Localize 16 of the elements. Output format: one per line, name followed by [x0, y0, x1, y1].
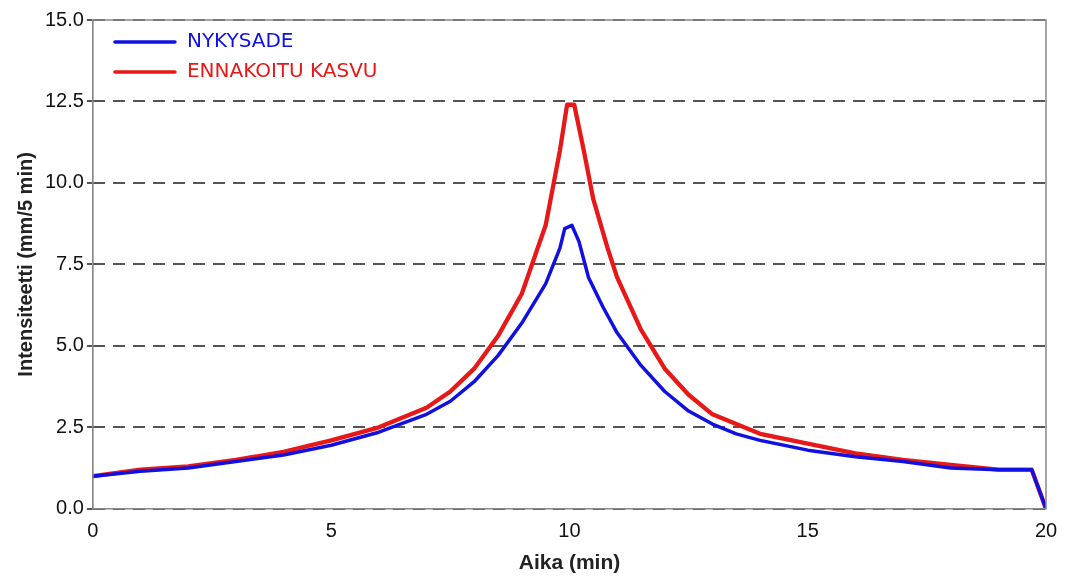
y-tick-label: 7.5: [56, 251, 84, 274]
legend-label: ENNAKOITU KASVU: [186, 58, 378, 83]
y-tick-label: 0.0: [56, 496, 84, 519]
y-tick-label: 15.0: [44, 7, 84, 30]
x-tick-label: 5: [325, 519, 337, 542]
y-tick-label: 5.0: [56, 333, 84, 356]
y-tick-label: 12.5: [44, 88, 84, 111]
y-axis-title: Intensiteetti (mm/5 min): [13, 152, 36, 377]
x-tick-label: 0: [87, 519, 99, 542]
x-tick-label: 20: [1034, 519, 1058, 542]
x-tick-label: 10: [558, 519, 581, 542]
x-tick-label: 15: [796, 519, 819, 542]
y-tick-label: 2.5: [56, 414, 84, 437]
x-axis-title: Aika (min): [518, 550, 621, 574]
legend-label: NYKYSADE: [186, 28, 294, 53]
y-tick-label: 10.0: [44, 170, 84, 193]
